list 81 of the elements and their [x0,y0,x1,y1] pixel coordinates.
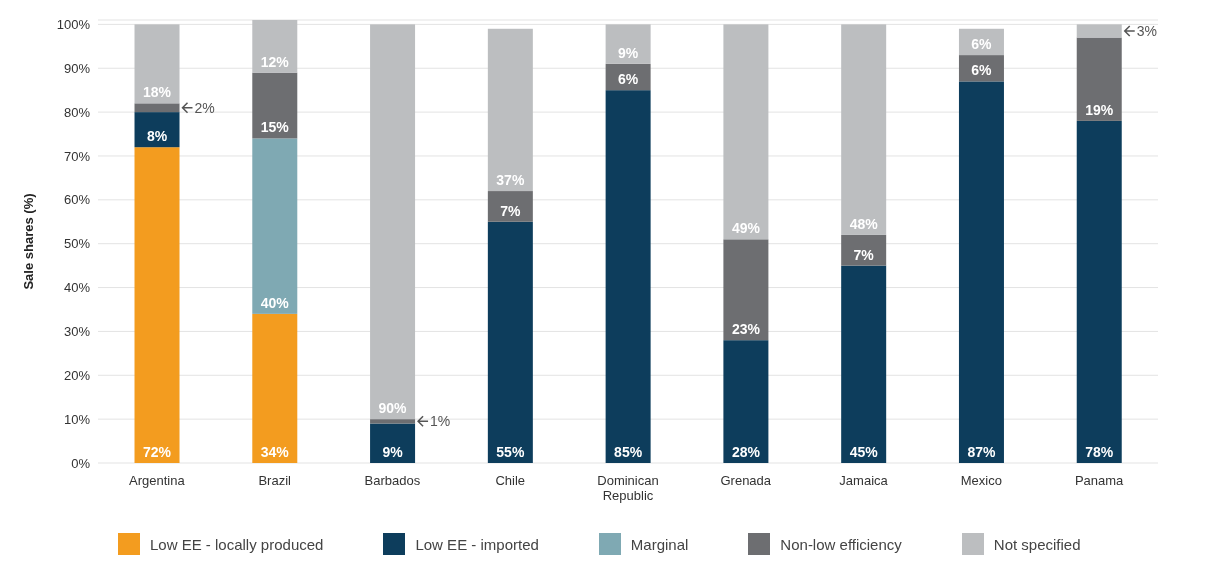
y-axis-title: Sale shares (%) [20,193,36,290]
data-label: 23% [731,321,761,338]
legend-label: Marginal [629,534,689,555]
y-tick-label: 90% [63,60,91,76]
bar [605,90,651,463]
data-label: 37% [496,172,525,189]
data-label: 2% [194,99,215,116]
data-label: 87% [967,444,997,460]
data-label: 12% [260,53,290,70]
x-tick-label: Grenada [720,473,772,488]
y-tick-label: 70% [63,148,91,164]
bar [370,419,416,424]
bar [134,103,180,113]
x-tick-label: Mexico [960,473,1002,488]
bar [252,138,298,314]
data-label: 6% [618,71,639,88]
bar [1076,24,1122,38]
data-label: 90% [378,400,408,417]
bar [252,20,298,73]
data-label: 28% [731,444,761,460]
x-tick-label: Brazil [258,473,292,488]
bar [134,24,180,104]
data-label: 40% [260,294,290,311]
bar [134,112,180,148]
y-tick-label: 0% [71,455,91,471]
bar [370,423,416,463]
data-label: 15% [260,119,290,136]
bar [134,147,180,463]
bar [1076,120,1122,463]
data-label: 8% [146,128,168,145]
bar [370,24,416,420]
data-label: 48% [849,215,879,232]
data-label: 78% [1085,444,1114,460]
bar [487,191,533,222]
data-label: 72% [143,444,172,460]
y-tick-label: 60% [63,192,91,208]
data-label: 45% [849,444,879,460]
y-tick-label: 40% [63,280,91,296]
bar [605,24,651,64]
data-label: 19% [1085,101,1114,118]
x-tick-label: Chile [495,473,526,488]
bar [723,239,769,341]
data-label: 18% [143,84,172,101]
data-label: 1% [430,413,451,430]
data-label: 9% [382,444,404,460]
data-label: 85% [614,444,643,460]
x-tick-label: Argentina [129,473,186,488]
x-tick-label: Barbados [364,473,421,488]
bar [841,24,887,235]
y-tick-label: 100% [56,17,91,32]
legend-label: Low EE - locally produced [149,534,324,555]
y-tick-label: 10% [63,411,91,427]
bar [1076,37,1122,121]
bar [723,340,769,463]
bar [252,72,298,139]
y-tick-label: 50% [63,236,91,252]
bar [958,81,1004,463]
bar [723,24,769,240]
bar [841,265,887,463]
legend-label: Low EE - imported [414,534,539,555]
x-tick-label: Jamaica [839,473,889,488]
bar [487,221,533,463]
legend-label: Not specified [992,534,1081,555]
data-label: 3% [1136,22,1157,39]
y-tick-label: 30% [63,324,91,340]
data-label: 34% [260,444,290,460]
data-label: 49% [731,220,761,237]
data-label: 9% [618,44,639,61]
data-label: 6% [971,36,993,53]
data-label: 7% [853,246,875,263]
legend-label: Non-low efficiency [779,534,902,555]
data-label: 55% [496,444,525,460]
data-label: 6% [971,62,993,79]
bar [252,313,298,463]
bar [487,28,533,192]
bar [841,234,887,266]
y-tick-label: 80% [63,104,91,120]
data-label: 7% [500,202,522,219]
y-tick-label: 20% [63,367,91,383]
x-tick-label: Dominican Republic [597,473,659,503]
x-tick-label: Panama [1074,473,1125,488]
